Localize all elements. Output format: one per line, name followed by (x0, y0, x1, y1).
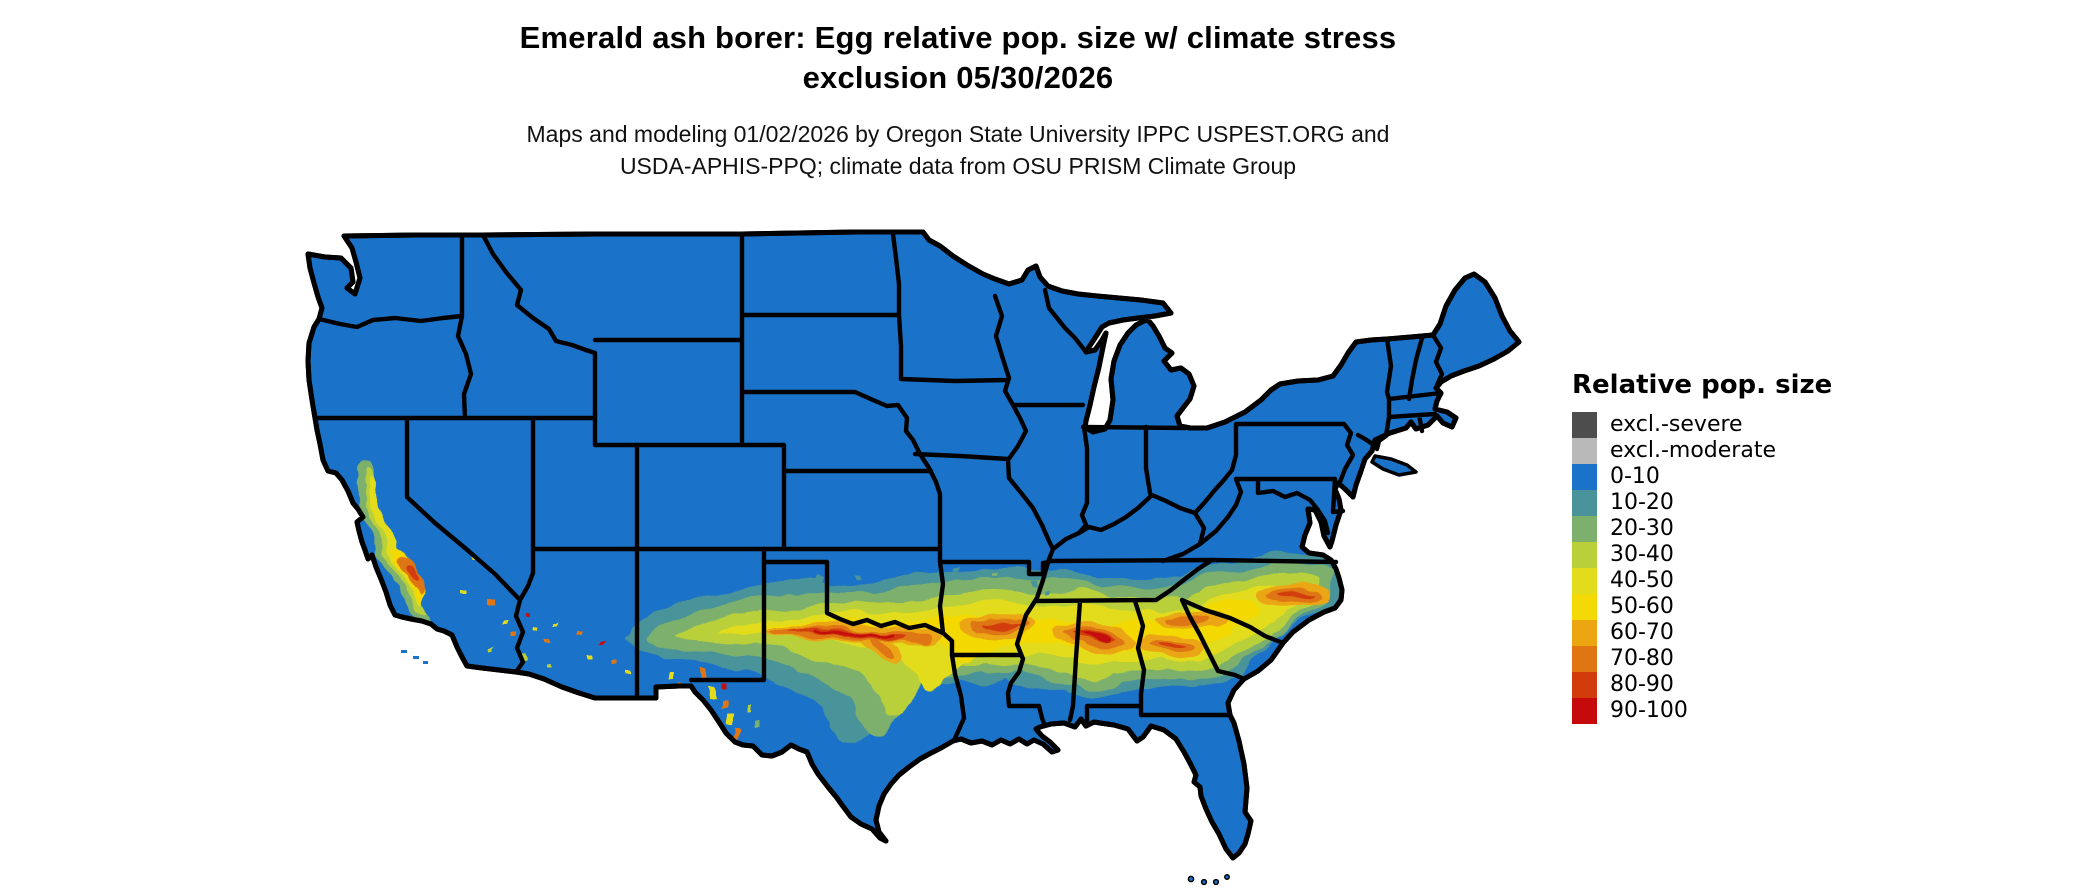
legend-swatch (1572, 620, 1597, 646)
legend-item: 10-20 (1572, 490, 1992, 516)
subtitle-line-2: USDA-APHIS-PPQ; climate data from OSU PR… (619, 153, 1297, 179)
legend-swatch (1572, 542, 1597, 568)
state-borders (312, 231, 1445, 744)
legend-swatch (1572, 672, 1597, 698)
central-valley-band (356, 459, 437, 625)
page-subtitle: Maps and modeling 01/02/2026 by Oregon S… (0, 118, 1916, 182)
legend-item-label: 20-30 (1610, 516, 1674, 541)
legend-item: 30-40 (1572, 542, 1992, 568)
legend-swatch (1572, 438, 1597, 464)
legend-swatch (1572, 568, 1597, 594)
legend-item: 60-70 (1572, 620, 1992, 646)
legend-item-label: excl.-moderate (1610, 438, 1776, 463)
legend-item-label: excl.-severe (1610, 412, 1743, 437)
legend-item: 70-80 (1572, 646, 1992, 672)
legend-item: 20-30 (1572, 516, 1992, 542)
legend-title: Relative pop. size (1572, 370, 1833, 400)
legend-item-label: 70-80 (1610, 646, 1674, 671)
legend-item: 80-90 (1572, 672, 1992, 698)
legend-item-label: 30-40 (1610, 542, 1674, 567)
map-legend: Relative pop. size excl.-severe excl.-mo… (1572, 370, 1992, 724)
legend-swatch (1572, 646, 1597, 672)
title-line-1: Emerald ash borer: Egg relative pop. siz… (519, 20, 1397, 55)
legend-item: 40-50 (1572, 568, 1992, 594)
legend-item: 0-10 (1572, 464, 1992, 490)
legend-swatch (1572, 464, 1597, 490)
legend-swatch (1572, 698, 1597, 724)
legend-item: 50-60 (1572, 594, 1992, 620)
legend-item: excl.-moderate (1572, 438, 1992, 464)
florida-keys (1187, 874, 1230, 886)
page-title: Emerald ash borer: Egg relative pop. siz… (0, 18, 1916, 98)
legend-item-label: 50-60 (1610, 594, 1674, 619)
us-map-svg (295, 228, 1535, 886)
long-island (1370, 454, 1418, 477)
legend-item-label: 0-10 (1610, 464, 1660, 489)
legend-item-label: 90-100 (1610, 698, 1688, 723)
legend-swatch (1572, 412, 1597, 438)
subtitle-line-1: Maps and modeling 01/02/2026 by Oregon S… (526, 121, 1390, 147)
band-80-100 (789, 591, 1315, 650)
legend-swatch (1572, 516, 1597, 542)
legend-item-label: 80-90 (1610, 672, 1674, 697)
legend-swatch (1572, 594, 1597, 620)
legend-item: 90-100 (1572, 698, 1992, 724)
legend-swatch (1572, 490, 1597, 516)
us-map (295, 228, 1535, 888)
channel-islands (401, 650, 428, 664)
legend-item-label: 10-20 (1610, 490, 1674, 515)
legend-item: excl.-severe (1572, 412, 1992, 438)
title-line-2: exclusion 05/30/2026 (802, 60, 1114, 95)
legend-item-label: 60-70 (1610, 620, 1674, 645)
legend-item-label: 40-50 (1610, 568, 1674, 593)
